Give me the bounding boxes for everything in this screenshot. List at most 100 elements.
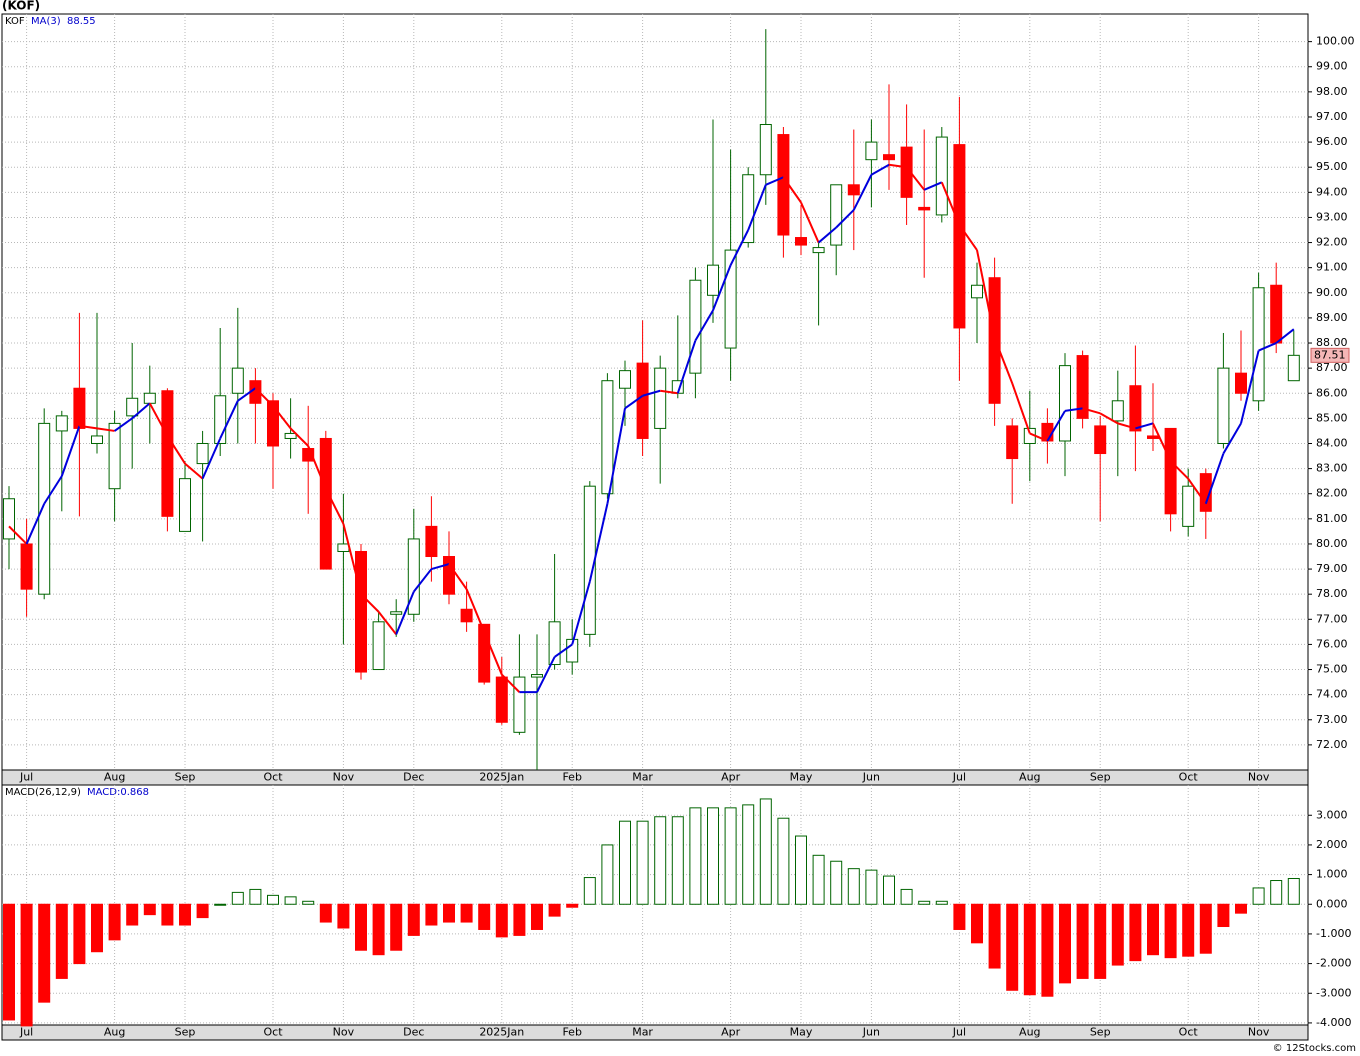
x-tick-label: May [790,771,813,784]
candle-body [724,249,737,349]
macd-bar [1217,903,1230,928]
candle-body [865,141,878,161]
x-axis-strip [1,1024,1309,1041]
ma-line [554,643,573,658]
candle-body [883,154,895,161]
ma-line [289,427,309,447]
macd-bar [91,903,103,953]
candle-body [1076,355,1089,419]
ma-line [1258,342,1277,352]
ma-line [852,174,873,211]
candle-body [319,437,332,570]
macd-bar [847,868,860,905]
ma-line [148,402,169,437]
x-axis-strip [1,769,1309,786]
y-tick-label: 97.00 [1316,110,1348,123]
x-tick-label: Oct [263,771,283,784]
candle-body [214,395,227,444]
candle-body [1235,372,1247,394]
y-tick-label: 77.00 [1316,612,1348,625]
ma-line [501,673,521,693]
x-tick-label: Aug [1019,771,1040,784]
ma-line [817,226,837,244]
macd-bar [971,903,983,944]
y-tick-label: 2.000 [1316,838,1348,851]
x-tick-label: Oct [263,1026,283,1039]
macd-bar [196,903,209,919]
candle-body [513,676,526,733]
macd-bar [759,798,772,905]
candle-body [759,124,772,176]
y-tick-label: 72.00 [1316,738,1348,751]
ma-line [923,181,943,191]
macd-bar [443,903,455,923]
x-tick-label: Jul [19,771,33,784]
y-tick-label: 88.00 [1316,336,1348,349]
macd-bar [302,900,315,905]
ma-line [888,163,907,169]
ma-line [782,176,802,203]
candle-body [161,390,174,517]
macd-bar [1023,903,1036,996]
y-tick-label: 82.00 [1316,487,1348,500]
candle-body [231,367,244,394]
ma-line [377,611,397,635]
ma-line [835,209,855,229]
macd-bar [1235,903,1247,914]
macd-bar [372,903,385,956]
macd-bar [1129,903,1142,962]
candle-body [425,525,438,558]
candle-body [478,623,491,683]
ma-line [184,462,204,480]
candle-body [443,556,455,595]
macd-bar [601,844,614,905]
candle-body [3,498,15,540]
x-tick-label: Jul [19,1026,33,1039]
macd-bar [38,903,51,1003]
y-tick-label: 81.00 [1316,512,1348,525]
macd-bar [1006,903,1019,991]
macd-bar [548,903,561,917]
macd-bar [319,903,332,923]
ma-line [237,387,256,402]
candle-body [953,144,966,329]
macd-bar [707,807,719,905]
macd-bar [689,807,702,905]
candle-body [1006,425,1019,460]
candle-body [742,174,755,244]
ma-line [800,201,820,243]
macd-bar [284,896,297,905]
y-tick-label: -2.000 [1316,957,1351,970]
x-tick-label: Feb [562,771,581,784]
ma-line [1275,328,1295,344]
candle-body [1287,354,1300,382]
candle-body [601,380,614,495]
ma-line [1135,422,1154,430]
ma-line [219,400,239,439]
y-tick-label: 85.00 [1316,411,1348,424]
ma-line [571,581,591,645]
macd-bar [513,903,526,936]
x-tick-label: 2025Jan [479,1026,524,1039]
macd-bar [20,903,33,1027]
macd-bar [460,903,473,923]
x-tick-label: Sep [1090,1026,1111,1039]
candle-body [407,538,420,615]
macd-bar [1076,903,1089,979]
x-tick-label: May [790,1026,813,1039]
candle-body [38,422,51,595]
macd-bar [161,903,174,926]
legend-value: 88.55 [67,16,96,27]
ma-line [131,402,151,420]
y-tick-label: 73.00 [1316,713,1348,726]
y-tick-label: 93.00 [1316,210,1348,223]
ma-line [606,408,626,504]
ma-line [1240,350,1260,424]
ma-line [747,184,767,231]
candle-body [73,387,86,429]
x-tick-label: Nov [333,771,355,784]
ma-line [624,394,644,410]
candle-body [1199,473,1212,512]
ma-line [940,181,961,226]
